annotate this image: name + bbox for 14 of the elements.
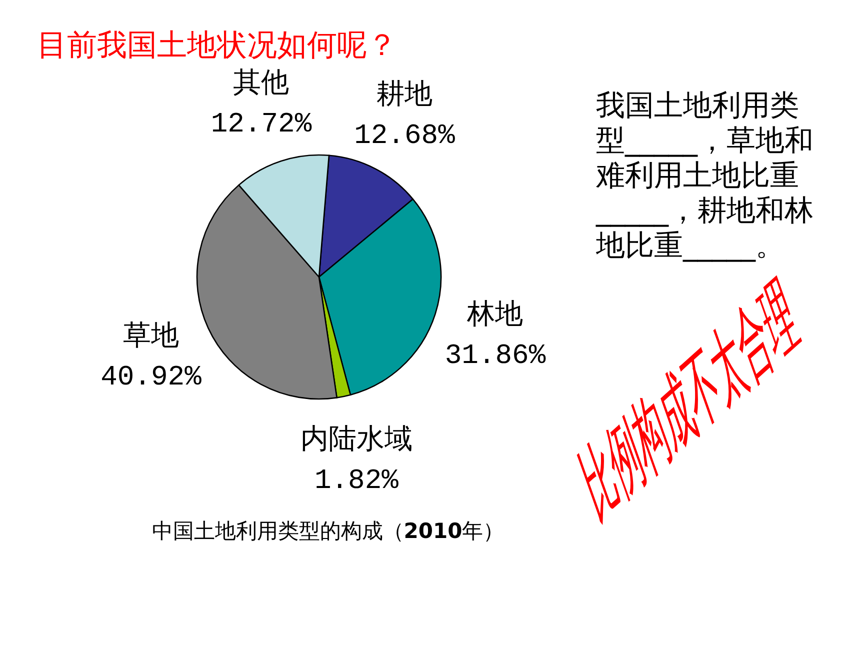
slice-label: 内陆水域 xyxy=(300,425,412,458)
data-label: 12.72% xyxy=(210,109,312,140)
data-label: 12.68% xyxy=(354,120,456,152)
slice-label: 耕地 xyxy=(376,78,432,112)
data-label: 40.92% xyxy=(100,362,202,394)
slice-label: 草地 xyxy=(122,320,179,354)
chart-title: 目前我国土地状况如何呢？ xyxy=(37,28,397,63)
text: 我国土地利用类型_____，草地和难利用土地比重_____，耕地和林地比重_____。 xyxy=(596,88,814,263)
text: 比例构成不太合理 xyxy=(570,262,808,536)
data-label: 31.86% xyxy=(444,341,546,372)
text: 中国土地利用类型的构成（2010年） xyxy=(152,519,504,543)
slice-label: 其他 xyxy=(233,68,290,100)
data-label: 1.82% xyxy=(314,466,399,498)
slice-label: 林地 xyxy=(466,299,524,332)
